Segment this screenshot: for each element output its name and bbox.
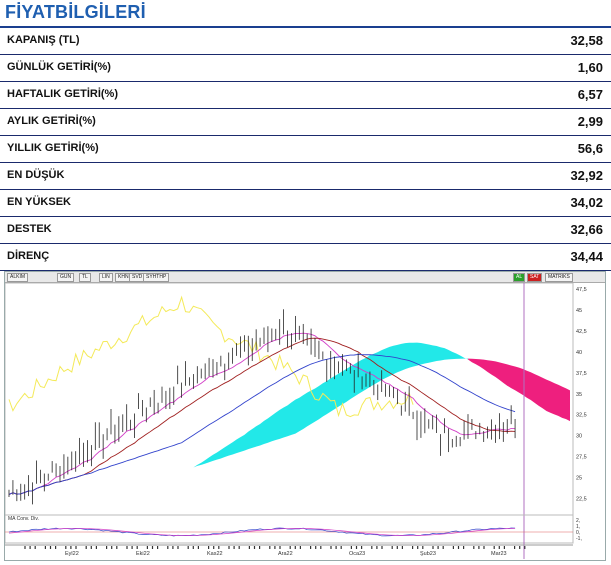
row-support: DESTEK 32,66 [0,217,611,244]
y-tick-label: 37,5 [576,371,587,377]
row-label: KAPANIŞ (TL) [7,34,80,46]
x-tick-label: Ara22 [278,551,293,557]
row-value: 32,66 [570,222,603,237]
row-highest: EN YÜKSEK 34,02 [0,190,611,217]
price-info-table: KAPANIŞ (TL) 32,58 GÜNLÜK GETİRİ(%) 1,60… [0,28,611,271]
x-tick-label: Kas22 [207,551,223,557]
row-weekly-return: HAFTALIK GETİRİ(%) 6,57 [0,82,611,109]
y-tick-label: 42,5 [576,329,587,335]
y-tick-label: 22,5 [576,496,587,502]
row-value: 34,02 [570,195,603,210]
y-tick-label: 27,5 [576,455,587,461]
ma-fast-line [8,332,516,495]
row-value: 56,6 [577,141,603,156]
row-closing: KAPANIŞ (TL) 32,58 [0,28,611,55]
chart-canvas[interactable]: 47,5 45 42,5 40 37,5 35 32,5 30 27,5 25 22,5 MA Con… [5,283,605,561]
row-label: DESTEK [7,223,52,235]
symthp-button[interactable]: SYHTHP [143,273,170,282]
indicator-tick-label: -1, [576,536,582,542]
x-tick-label: Eki22 [136,551,150,557]
x-tick-label: Oca23 [349,551,365,557]
y-tick-label: 25 [576,476,582,482]
price-chart[interactable]: ALKIM GUN TL LIN KHN SVD SYHTHP AL SAT M… [4,271,606,561]
row-value: 32,92 [570,168,603,183]
lagging-line [8,295,414,418]
indicator-tick-label: 0, [576,530,580,536]
row-value: 34,44 [570,249,603,264]
indicator-tick-label: 1, [576,524,580,530]
indicator-label: MA Conv. Div. [8,516,39,522]
row-monthly-return: AYLIK GETİRİ(%) 2,99 [0,109,611,136]
row-value: 32,58 [570,33,603,48]
cloud-bull [95,342,469,495]
row-yearly-return: YILLIK GETİRİ(%) 56,6 [0,136,611,163]
period-button[interactable]: GUN [57,273,75,282]
row-value: 2,99 [577,114,603,129]
row-label: GÜNLÜK GETİRİ(%) [7,61,111,73]
row-resistance: DİRENÇ 34,44 [0,244,611,271]
row-daily-return: GÜNLÜK GETİRİ(%) 1,60 [0,55,611,82]
row-label: EN YÜKSEK [7,196,71,208]
row-label: HAFTALIK GETİRİ(%) [7,88,119,100]
x-tick-label: Şub23 [420,551,436,557]
macd-line [8,527,516,537]
sell-button[interactable]: SAT [527,273,543,282]
x-tick-label: Mar23 [491,551,507,557]
currency-button[interactable]: TL [79,273,91,282]
buy-button[interactable]: AL [513,273,526,282]
title-bar: FİYATBİLGİLERİ [0,0,611,28]
indicator-tick-label: 2, [576,518,580,524]
page-title: FİYATBİLGİLERİ [5,2,146,22]
y-tick-label: 32,5 [576,413,587,419]
title-rule [0,26,611,28]
signal-line [8,528,516,536]
row-value: 1,60 [577,60,603,75]
ma-slow-line [8,354,516,495]
cloud-bear [468,358,570,422]
scale-button[interactable]: LIN [99,273,113,282]
y-tick-label: 40 [576,350,582,356]
matriks-button[interactable]: MATRIKS [545,273,573,282]
x-tick-label: Eyl22 [65,551,79,557]
row-lowest: EN DÜŞÜK 32,92 [0,163,611,190]
row-label: EN DÜŞÜK [7,169,65,181]
row-label: AYLIK GETİRİ(%) [7,115,96,127]
row-label: YILLIK GETİRİ(%) [7,142,99,154]
row-label: DİRENÇ [7,250,50,262]
chart-toolbar: ALKIM GUN TL LIN KHN SVD SYHTHP AL SAT M… [5,272,605,283]
y-tick-label: 30 [576,434,582,440]
y-tick-label: 45 [576,308,582,314]
ma-mid-line [8,337,516,495]
y-tick-label: 35 [576,392,582,398]
y-tick-label: 47,5 [576,287,587,293]
row-value: 6,57 [577,87,603,102]
symbol-field[interactable]: ALKIM [7,273,29,282]
